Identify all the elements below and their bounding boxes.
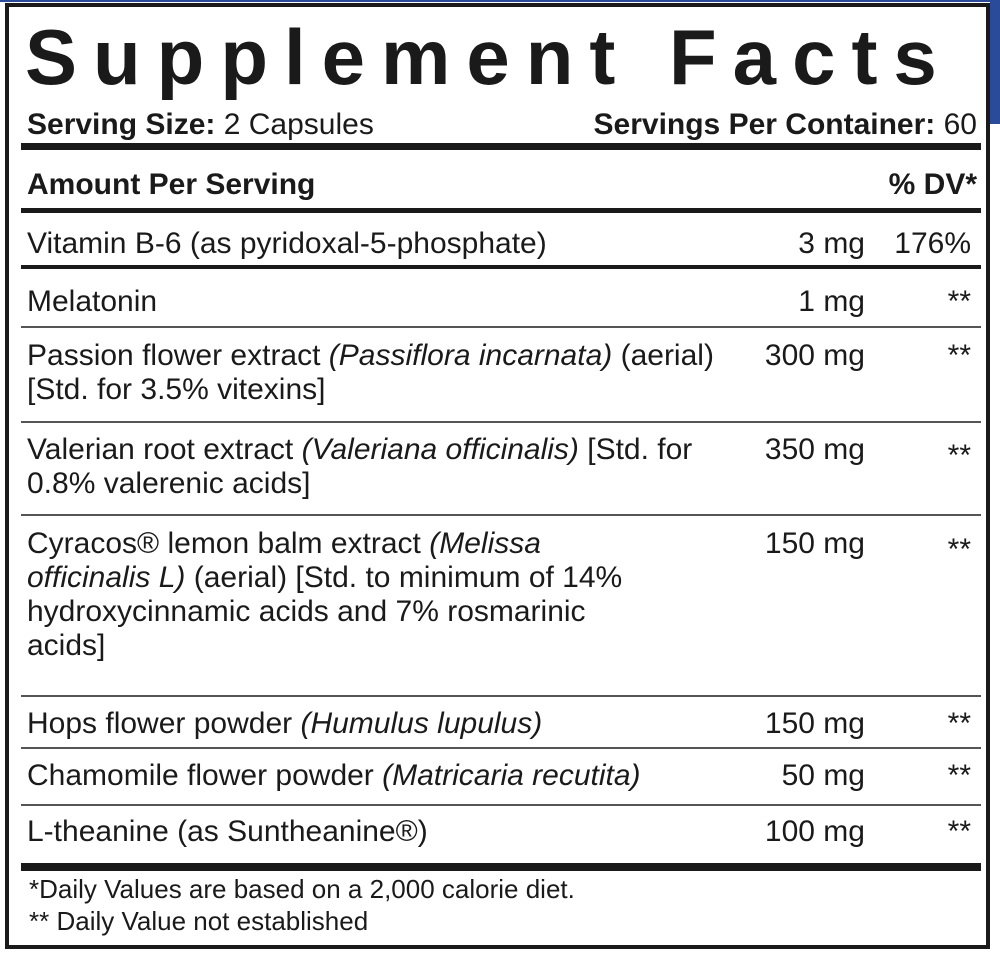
row-divider [21,421,981,423]
ingredient-dv: ** [947,815,971,848]
ingredient-label: Cyracos® lemon balm extract [27,527,430,560]
blue-edge-top [0,0,1000,2]
ingredient-label: Hops flower powder [27,707,301,740]
ingredient-label: L-theanine (as Suntheanine®) [27,815,428,848]
ingredient-amount: 50 mg [781,759,865,792]
serving-size: Serving Size: 2 Capsules [27,107,374,143]
serving-size-value: 2 Capsules [223,108,374,141]
amount-per-serving-label: Amount Per Serving [27,168,316,201]
ingredient-name: Chamomile flower powder (Matricaria recu… [27,759,747,793]
ingredient-amount: 150 mg [764,707,865,740]
serving-info: Serving Size: 2 Capsules Servings Per Co… [27,107,977,143]
row-divider [21,514,981,516]
row-divider [21,326,981,328]
servings-per-container-label: Servings Per Container: [593,108,936,141]
thick-divider [21,143,981,150]
row-divider [21,695,981,697]
ingredient-dv: ** [947,707,971,740]
ingredient-amount: 300 mg [764,339,865,372]
footnote-not-established: ** Daily Value not established [29,906,369,936]
ingredient-amount: 3 mg [798,227,865,260]
footnote-dv: *Daily Values are based on a 2,000 calor… [29,874,575,904]
latin-name: (Matricaria recutita) [382,759,641,792]
latin-name: (Melissa officinalis L) [27,527,541,594]
ingredient-label: Valerian root extract [27,433,302,466]
blue-edge-right [990,0,1000,124]
ingredient-dv: ** [947,285,971,318]
column-header: Amount Per Serving % DV* [27,167,977,203]
ingredient-amount: 100 mg [764,815,865,848]
ingredient-detail: (aerial) [Std. for 3.5% vitexins] [27,339,714,406]
divider [21,208,981,213]
ingredient-dv: ** [947,339,971,372]
row-divider [21,804,981,806]
ingredient-dv: ** [947,533,971,566]
ingredient-name: L-theanine (as Suntheanine®) [27,815,727,849]
ingredient-detail: (aerial) [Std. to minimum of 14% hydroxy… [27,561,623,662]
ingredient-name: Hops flower powder (Humulus lupulus) [27,707,727,741]
servings-per-container: Servings Per Container: 60 [594,107,977,143]
latin-name: (Humulus lupulus) [300,707,543,740]
serving-size-label: Serving Size: [27,108,216,141]
ingredient-label: Passion flower extract [27,339,329,372]
latin-name: (Valeriana officinalis) [301,433,579,466]
panel-title: Supplement Facts [25,13,953,101]
ingredient-dv: ** [947,759,971,792]
dv-label: % DV* [888,168,977,201]
ingredient-amount: 1 mg [798,285,865,318]
ingredient-amount: 350 mg [764,433,865,466]
ingredient-label: Chamomile flower powder [27,759,383,792]
ingredient-label: Melatonin [27,285,158,318]
thick-divider [21,863,981,871]
ingredient-amount: 150 mg [764,527,865,560]
latin-name: (Passiflora incarnata) [328,339,613,372]
ingredient-name: Melatonin [27,285,727,319]
row-divider [21,747,981,749]
divider [21,265,981,269]
ingredient-label: Vitamin B-6 (as pyridoxal-5-phosphate) [27,227,547,260]
ingredient-dv: ** [947,439,971,472]
supplement-facts-panel: Supplement Facts Serving Size: 2 Capsule… [5,3,990,949]
ingredient-detail: [Std. for 0.8% valerenic acids] [27,433,693,500]
ingredient-name: Vitamin B-6 (as pyridoxal-5-phosphate) [27,227,727,261]
ingredient-name: Passion flower extract (Passiflora incar… [27,339,717,407]
ingredient-dv: 176% [894,227,971,260]
ingredient-name: Valerian root extract (Valeriana officin… [27,433,707,501]
ingredient-name: Cyracos® lemon balm extract (Melissa off… [27,527,647,663]
servings-per-container-value: 60 [943,108,977,141]
